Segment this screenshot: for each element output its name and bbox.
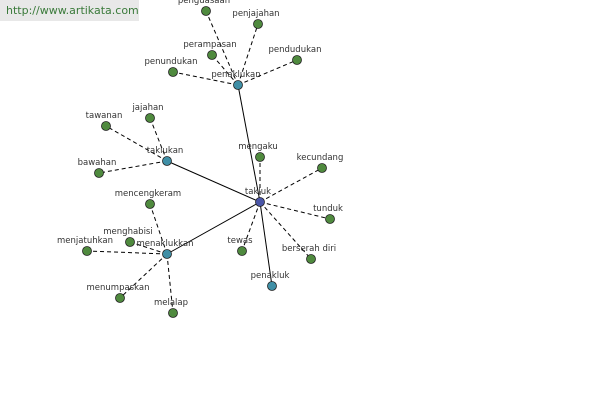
edge	[166, 160, 261, 203]
node-label: pendudukan	[269, 45, 322, 55]
node	[162, 249, 172, 259]
dashed-edge	[259, 167, 323, 203]
dashed-edge	[237, 59, 298, 86]
node-label: perampasan	[183, 40, 236, 50]
dashed-edge	[241, 201, 261, 252]
node	[237, 246, 247, 256]
node-label: mengaku	[238, 142, 278, 152]
node-label: tunduk	[313, 204, 343, 214]
node-label: takluk	[245, 187, 271, 197]
node-label: taklukan	[147, 146, 184, 156]
node	[168, 67, 178, 77]
dashed-edge	[105, 125, 168, 162]
node-label: berserah diri	[282, 244, 336, 254]
dashed-edge	[237, 23, 259, 86]
edge	[237, 84, 261, 203]
dashed-edge	[119, 253, 168, 299]
node	[115, 293, 125, 303]
node	[233, 80, 243, 90]
node-label: menjatuhkan	[57, 236, 113, 246]
dashed-edge	[259, 201, 331, 220]
node	[145, 113, 155, 123]
dashed-edge	[98, 160, 168, 174]
node-label: tawanan	[86, 111, 123, 121]
dashed-edge	[149, 117, 168, 162]
node	[168, 308, 178, 318]
node	[94, 168, 104, 178]
node	[253, 19, 263, 29]
node	[255, 152, 265, 162]
dashed-edge	[166, 253, 174, 314]
edge	[259, 201, 273, 287]
dashed-edge	[259, 201, 312, 260]
node-label: menghabisi	[103, 227, 152, 237]
node-label: jajahan	[131, 103, 163, 113]
node-label: penakluk	[251, 271, 290, 281]
node-label: mencengkeram	[115, 189, 181, 199]
watermark: http://www.artikata.com	[0, 0, 139, 21]
node-label: melalap	[154, 298, 188, 308]
node-label: bawahan	[78, 158, 117, 168]
node-label: penjajahan	[232, 9, 279, 19]
node-label: tewas	[227, 236, 253, 246]
node	[207, 50, 217, 60]
node	[292, 55, 302, 65]
node	[325, 214, 335, 224]
dashed-edge	[149, 203, 168, 255]
node-label: penguasaan	[178, 0, 230, 6]
node-label: penaklukan	[211, 70, 260, 80]
node	[306, 254, 316, 264]
node	[162, 156, 172, 166]
edge	[166, 201, 261, 255]
node	[201, 6, 211, 16]
node	[317, 163, 327, 173]
node	[145, 199, 155, 209]
node	[101, 121, 111, 131]
node	[82, 246, 92, 256]
node-label: menaklukkan	[136, 239, 193, 249]
node-label: menumpaskan	[87, 283, 150, 293]
dashed-edge	[86, 250, 168, 255]
node-label: penundukan	[145, 57, 198, 67]
node	[267, 281, 277, 291]
node	[125, 237, 135, 247]
node-label: kecundang	[297, 153, 344, 163]
node	[255, 197, 265, 207]
